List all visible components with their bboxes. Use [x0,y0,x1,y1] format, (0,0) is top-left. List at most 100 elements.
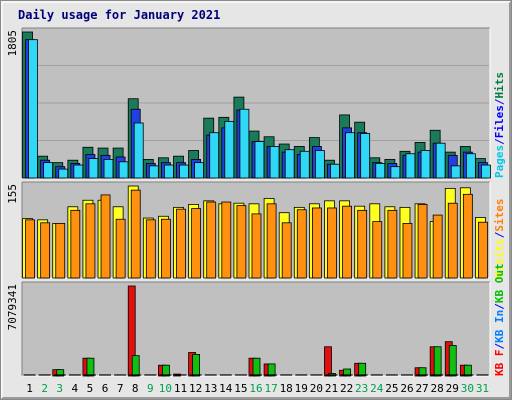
legend-entry: / [493,231,506,238]
bar-sites-day-17 [266,203,277,279]
bar-sites-day-26 [402,222,413,279]
x-tick-label: 10 [159,382,172,395]
x-tick-label: 19 [295,382,308,395]
x-tick-label: 7 [117,382,124,395]
legend-entry: / [493,138,506,145]
bar-kb-out-day-22 [343,368,351,377]
x-tick-label: 28 [431,382,444,395]
legend-entry: KB Out [493,263,506,303]
x-tick-label: 3 [56,382,63,395]
x-tick-label: 2 [41,382,48,395]
bar-kb-f-day-8 [127,285,136,377]
bar-kb-out-day-28 [433,346,442,377]
bar-pages-day-3 [58,168,69,179]
bar-kb-out-day-27 [418,367,427,377]
bar-sites-day-20 [311,207,322,279]
bar-kb-out-day-17 [267,363,276,377]
x-tick-label: 5 [87,382,94,395]
bar-pages-day-11 [179,164,189,179]
bar-sites-day-24 [372,221,383,279]
bar-sites-day-1 [25,219,35,279]
x-tick-label: 6 [102,382,109,395]
x-tick-label: 8 [132,382,139,395]
y-max-label: 7079341 [6,284,19,330]
bar-sites-day-18 [281,222,292,279]
bar-sites-day-6 [100,194,111,279]
x-tick-label: 17 [264,382,277,395]
bar-kb-out-day-29 [448,345,457,377]
legend-entry: KB In [493,310,506,343]
bar-sites-day-22 [342,205,352,279]
bar-sites-day-25 [387,209,398,279]
bar-kb-out-day-10 [162,364,170,377]
bar-pages-day-31 [481,164,491,179]
x-tick-label: 23 [355,382,368,395]
bar-kb-out-day-8 [131,355,140,377]
y-max-label: 1805 [6,30,19,57]
legend-entry: KB F [493,350,506,377]
bar-kb-out-day-5 [86,357,95,377]
x-tick-label: 21 [325,382,338,395]
bar-sites-day-29 [447,202,458,279]
x-tick-label: 4 [72,382,79,395]
x-tick-label: 20 [310,382,323,395]
y-max-label: 155 [6,184,19,204]
bar-sites-day-23 [357,209,368,279]
bar-sites-day-13 [206,201,217,279]
bar-sites-day-10 [161,218,171,279]
bar-pages-day-27 [420,150,431,179]
bar-sites-day-14 [221,201,232,279]
chart-title: Daily usage for January 2021 [18,8,221,22]
bar-kb-out-day-16 [252,357,261,377]
x-tick-label: 12 [189,382,202,395]
bar-pages-day-24 [375,163,386,179]
x-tick-label: 30 [461,382,474,395]
x-tick-label: 1 [26,382,33,395]
x-tick-label: 14 [219,382,233,395]
bar-pages-day-5 [88,158,99,179]
bar-pages-day-18 [284,149,295,179]
bar-pages-day-23 [360,133,371,179]
bar-sites-day-19 [296,209,307,279]
x-tick-label: 22 [340,382,353,395]
bar-sites-day-8 [130,189,141,279]
x-tick-label: 15 [234,382,247,395]
bar-pages-day-13 [209,132,220,179]
x-tick-label: 25 [385,382,398,395]
legend: KB F/KB In/KB Out [493,263,506,376]
bar-sites-day-12 [191,208,202,279]
legend: Visits/Sites [493,199,506,279]
x-tick-label: 16 [249,382,262,395]
bar-pages-day-8 [133,122,144,179]
bar-sites-day-11 [176,208,186,279]
bar-pages-day-29 [450,165,461,179]
bar-sites-day-4 [70,209,81,279]
legend-entry: Files [493,105,506,138]
panel-visits-sites: 155 Visits/Sites [6,181,506,279]
legend-entry: Visits [493,238,506,278]
x-tick-label: 29 [446,382,459,395]
bar-pages-day-15 [239,108,250,179]
x-tick-label: 26 [400,382,413,395]
bar-sites-day-30 [462,193,473,279]
bar-sites-day-2 [40,222,51,279]
bar-sites-day-16 [251,213,262,279]
legend-entry: Hits [493,72,506,99]
x-tick-label: 31 [476,382,489,395]
bar-kb-out-day-30 [463,364,472,377]
bar-pages-day-9 [148,165,159,179]
bar-pages-day-7 [118,161,129,179]
legend-entry: / [493,343,506,350]
bar-sites-day-7 [115,218,126,279]
x-tick-label: 18 [280,382,293,395]
bar-sites-day-28 [432,214,443,279]
bar-pages-day-26 [405,153,416,179]
x-tick-label: 11 [174,382,187,395]
bar-kb-out-day-23 [358,362,367,377]
x-tick-label: 13 [204,382,217,395]
legend-entry: / [493,303,506,310]
x-tick-label: 24 [370,382,384,395]
bar-pages-day-19 [299,150,310,179]
